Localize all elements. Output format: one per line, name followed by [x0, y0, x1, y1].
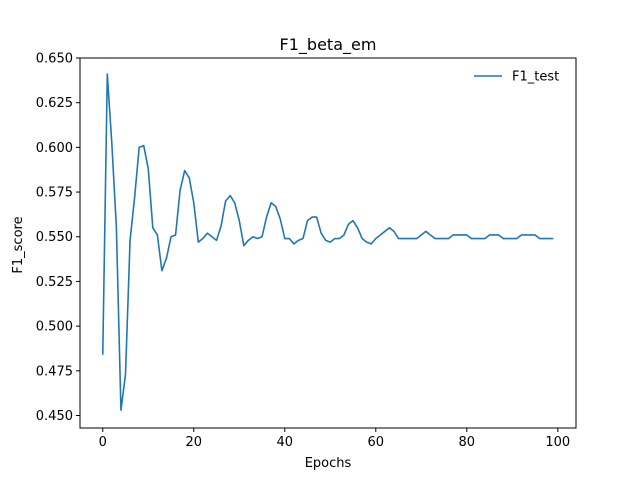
- y-tick-label: 0.500: [36, 320, 73, 335]
- y-tick-label: 0.575: [36, 186, 73, 201]
- y-axis-title: F1_score: [11, 216, 26, 273]
- y-tick-label: 0.550: [36, 230, 73, 245]
- y-tick-label: 0.625: [36, 96, 73, 111]
- legend: F1_test: [474, 70, 559, 85]
- x-tick-label: 0: [99, 435, 107, 450]
- y-axis: 0.450 0.475 0.500 0.525 0.550 0.575 0.600 0.625…: [36, 52, 80, 424]
- x-tick-label: 80: [459, 435, 476, 450]
- x-tick-label: 60: [368, 435, 385, 450]
- y-tick-label: 0.450: [36, 409, 73, 424]
- x-tick-label: 100: [545, 435, 570, 450]
- y-tick-label: 0.600: [36, 141, 73, 156]
- x-axis: 0 20 40 60 80 100: [99, 428, 570, 450]
- chart-title: F1_beta_em: [280, 35, 377, 55]
- y-tick-label: 0.650: [36, 52, 73, 67]
- x-axis-title: Epochs: [305, 456, 352, 471]
- plot-frame: [79, 57, 577, 429]
- series-line-f1-test: [101, 73, 554, 411]
- x-tick-label: 20: [185, 435, 202, 450]
- y-tick-label: 0.475: [36, 364, 73, 379]
- x-tick-label: 40: [276, 435, 293, 450]
- y-tick-label: 0.525: [36, 275, 73, 290]
- plot-area: [101, 73, 554, 411]
- legend-label: F1_test: [512, 70, 559, 85]
